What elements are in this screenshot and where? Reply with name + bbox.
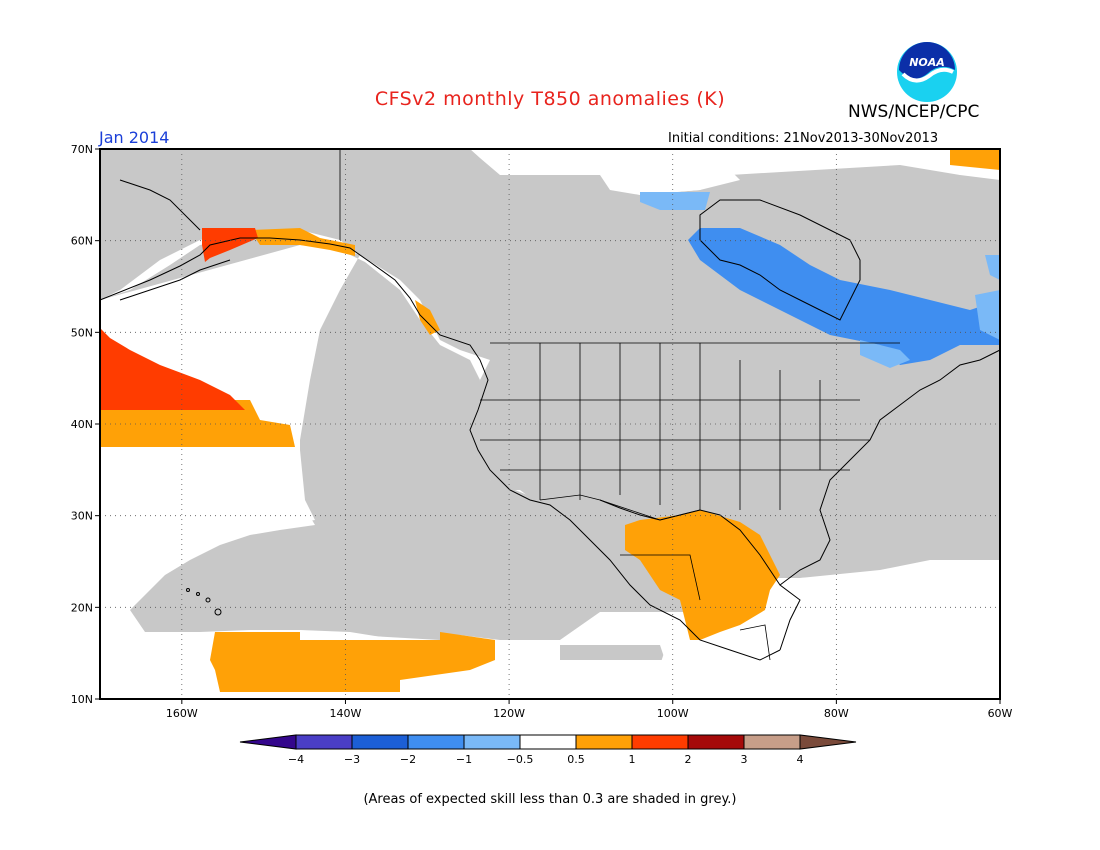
central-america-border: [739, 624, 771, 661]
colorbar-bin-1: [295, 734, 353, 750]
colorbar-bin-8: [687, 734, 745, 750]
lon-label-160: 160W: [166, 707, 198, 720]
lat-label-60: 60N: [71, 235, 93, 248]
orange-north-pacific: [100, 400, 295, 447]
grey-ocean-region: [100, 238, 620, 640]
orange-arctic-corner: [950, 150, 1000, 170]
colorbar-tick-8: 3: [741, 753, 748, 766]
colorbar-tick-5: 0.5: [567, 753, 585, 766]
colorbar-arrow-high: [799, 734, 857, 750]
colorbar-bin-7: [631, 734, 689, 750]
hudson-bay-coast: [699, 199, 861, 321]
aleutians: [119, 259, 231, 301]
white-arctic: [600, 160, 740, 195]
hawaii-islands: [186, 588, 222, 616]
lightblue-quebec: [860, 340, 910, 368]
lat-label-50: 50N: [71, 326, 93, 339]
colorbar-bin-9: [743, 734, 801, 750]
colorbar-bin-2: [351, 734, 409, 750]
lat-label-40: 40N: [71, 418, 93, 431]
colorbar-tick-3: −1: [456, 753, 472, 766]
lightblue-davis: [985, 255, 1000, 280]
orange-tropical-pacific: [210, 632, 495, 692]
colorbar-tick-6: 1: [629, 753, 636, 766]
lon-label-60: 60W: [988, 707, 1013, 720]
pacific-coastline: [99, 237, 781, 661]
anomaly-red: [100, 228, 258, 410]
anomaly-blue: [688, 228, 1000, 365]
longitude-labels: 160W 140W 120W 100W 80W 60W: [166, 699, 1013, 720]
map-panel: [99, 148, 1001, 700]
colorbar-bin-5: [519, 734, 577, 750]
organization-label: NWS/NCEP/CPC: [848, 102, 980, 122]
red-alaska: [202, 228, 258, 262]
mexico-states: [620, 554, 701, 601]
map-title: CFSv2 monthly T850 anomalies (K): [374, 88, 726, 110]
colorbar-tick-0: −4: [288, 753, 304, 766]
gulf-coastline: [599, 499, 801, 651]
colorbar-tick-2: −2: [400, 753, 416, 766]
lat-label-10: 10N: [71, 693, 93, 706]
orange-alaska-gulf: [250, 228, 355, 256]
colorbar-bin-4: [463, 734, 521, 750]
anomaly-orange: [100, 150, 1000, 692]
lat-label-70: 70N: [71, 143, 93, 156]
colorbar-bin-6: [575, 734, 633, 750]
lightblue-arctic: [640, 192, 710, 210]
alaska-west-coast: [119, 179, 201, 231]
lon-label-80: 80W: [824, 707, 849, 720]
colorbar-arrow-low: [239, 734, 297, 750]
logo-text: NOAA: [909, 56, 945, 69]
latitude-labels: 70N 60N 50N 40N 30N 20N 10N: [71, 143, 100, 706]
colorbar-bin-3: [407, 734, 465, 750]
colorbar-tick-7: 2: [685, 753, 692, 766]
noaa-logo: NOAA: [897, 42, 957, 102]
anomaly-lightblue: [640, 192, 1000, 368]
skill-note: (Areas of expected skill less than 0.3 a…: [363, 792, 737, 807]
white-subtropical-pacific: [100, 450, 315, 610]
lon-label-140: 140W: [330, 707, 362, 720]
blue-hudson-bay: [688, 228, 1000, 365]
red-north-pacific: [100, 328, 245, 410]
lat-label-20: 20N: [71, 601, 93, 614]
color-bar-tick-labels: −4 −3 −2 −1 −0.5 0.5 1 2 3 4: [288, 753, 804, 766]
initial-conditions-label: Initial conditions: 21Nov2013-30Nov2013: [668, 131, 939, 146]
colorbar-tick-4: −0.5: [507, 753, 534, 766]
valid-month-label: Jan 2014: [99, 128, 170, 147]
graticule: [100, 149, 1000, 699]
political-borders: [339, 150, 900, 661]
colorbar-tick-9: 4: [797, 753, 804, 766]
color-bar: [239, 734, 857, 750]
lat-label-30: 30N: [71, 510, 93, 523]
lon-label-100: 100W: [657, 707, 689, 720]
colorbar-tick-1: −3: [344, 753, 360, 766]
grey-patch-south: [548, 645, 665, 660]
orange-bc-coast: [415, 300, 440, 335]
orange-gulf-mexico: [625, 510, 780, 640]
lon-label-120: 120W: [493, 707, 525, 720]
lightblue-labrador: [975, 290, 1000, 340]
